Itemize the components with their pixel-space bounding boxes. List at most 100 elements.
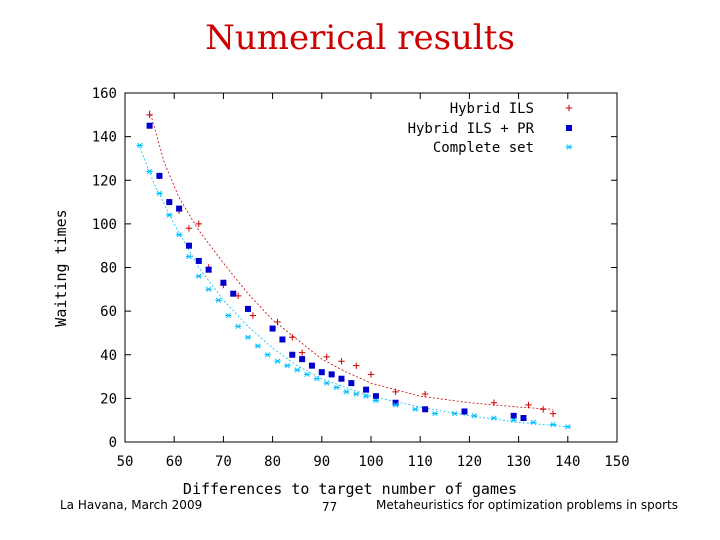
data-point-series-1 — [392, 399, 399, 406]
trend-line-2 — [139, 147, 568, 428]
data-point-series-2 — [530, 419, 537, 426]
data-point-series-1 — [363, 386, 370, 393]
y-tick-label: 40 — [100, 348, 117, 364]
data-point-series-2 — [195, 273, 202, 279]
data-point-series-2 — [343, 389, 350, 395]
data-point-series-1 — [422, 406, 429, 413]
data-point-series-1 — [146, 122, 153, 129]
y-axis-label: Waiting times — [52, 209, 70, 326]
y-tick-label: 80 — [100, 261, 117, 277]
y-tick-label: 160 — [92, 86, 117, 102]
footer-location-date: La Havana, March 2009 — [60, 498, 203, 512]
data-point-series-2 — [166, 212, 173, 218]
data-point-series-2 — [451, 410, 458, 417]
data-point-series-1 — [269, 325, 276, 332]
trend-lines — [139, 110, 568, 428]
data-point-series-1 — [372, 393, 379, 400]
data-point-series-2 — [185, 253, 193, 260]
data-point-series-0 — [540, 406, 547, 413]
data-point-series-2 — [372, 397, 380, 404]
data-point-series-1 — [289, 351, 296, 358]
data-point-series-2 — [156, 190, 163, 196]
slide-title: Numerical results — [205, 18, 515, 58]
data-point-series-2 — [333, 384, 340, 391]
legend-marker — [566, 125, 572, 131]
x-tick-label: 60 — [166, 454, 183, 470]
data-point-series-1 — [220, 279, 227, 286]
data-point-series-0 — [392, 388, 399, 396]
data-point-series-2 — [303, 371, 311, 378]
data-point-series-2 — [412, 406, 419, 412]
data-point-series-2 — [274, 358, 281, 364]
data-point-series-2 — [146, 168, 153, 175]
y-tick-label: 100 — [92, 217, 117, 233]
y-tick-label: 140 — [92, 130, 117, 146]
data-point-series-2 — [431, 410, 439, 417]
data-point-series-1 — [279, 336, 286, 343]
data-point-series-1 — [230, 290, 237, 297]
data-point-series-0 — [353, 362, 360, 369]
data-point-series-1 — [245, 305, 251, 312]
data-point-series-1 — [318, 369, 325, 376]
data-point-series-1 — [308, 362, 315, 369]
y-axis-ticks: 0 20 40 60 80 100 120 140 160 — [92, 86, 617, 451]
data-point-series-1 — [156, 172, 163, 179]
legend: Hybrid ILS Hybrid ILS + PR Complete set — [408, 101, 573, 156]
data-point-series-2 — [136, 142, 143, 149]
data-point-series-2 — [323, 380, 330, 386]
data-point-series-0 — [298, 349, 306, 356]
data-point-series-2 — [392, 402, 399, 408]
data-point-series-0 — [490, 399, 498, 406]
x-tick-label: 70 — [215, 454, 232, 470]
data-point-series-2 — [490, 415, 498, 421]
data-point-series-2 — [215, 297, 222, 303]
y-tick-label: 0 — [109, 435, 117, 451]
data-point-series-0 — [146, 111, 153, 119]
x-tick-label: 100 — [358, 454, 383, 470]
x-axis-ticks: 50 60 70 80 90 100 110 120 130 140 150 — [117, 93, 630, 470]
data-point-series-0 — [274, 318, 281, 326]
data-point-series-1 — [205, 266, 212, 273]
x-tick-label: 80 — [264, 454, 281, 470]
data-point-series-1 — [176, 205, 183, 212]
data-point-series-2 — [175, 232, 183, 238]
data-point-series-1 — [195, 257, 202, 264]
data-point-series-1 — [461, 408, 468, 415]
data-point-series-2 — [549, 421, 557, 428]
data-point-series-1 — [348, 380, 355, 387]
data-point-series-0 — [421, 390, 429, 398]
data-point-series-2 — [362, 393, 370, 399]
x-tick-label: 90 — [313, 454, 330, 470]
trend-line-0 — [149, 110, 554, 410]
data-point-series-2 — [244, 334, 252, 340]
x-tick-label: 140 — [555, 454, 580, 470]
data-point-series-1 — [510, 412, 517, 419]
x-axis-label: Differences to target number of games — [183, 480, 517, 498]
page-number: 77 — [322, 500, 338, 514]
data-point-series-1 — [328, 371, 335, 378]
legend-label: Hybrid ILS — [450, 101, 534, 117]
data-point-series-2 — [353, 391, 360, 397]
data-point-series-1 — [185, 242, 192, 249]
legend-label: Hybrid ILS + PR — [408, 121, 535, 137]
data-point-series-0 — [289, 334, 296, 341]
legend-label: Complete set — [433, 140, 534, 156]
data-marks — [136, 111, 571, 430]
data-point-series-2 — [510, 417, 517, 423]
data-point-series-2 — [205, 286, 212, 292]
data-point-series-2 — [471, 413, 478, 419]
legend-marker — [565, 104, 573, 112]
legend-marker — [565, 144, 573, 150]
data-point-series-0 — [367, 371, 375, 378]
x-tick-label: 110 — [408, 454, 433, 470]
data-point-series-2 — [225, 312, 232, 319]
data-point-series-1 — [338, 375, 345, 382]
data-point-series-0 — [249, 312, 257, 319]
data-point-series-2 — [564, 424, 571, 430]
data-point-series-2 — [313, 376, 321, 382]
footer-course-title: Metaheuristics for optimization problems… — [376, 498, 678, 512]
y-tick-label: 60 — [100, 304, 117, 320]
data-point-series-0 — [323, 353, 330, 361]
data-point-series-0 — [195, 220, 202, 228]
